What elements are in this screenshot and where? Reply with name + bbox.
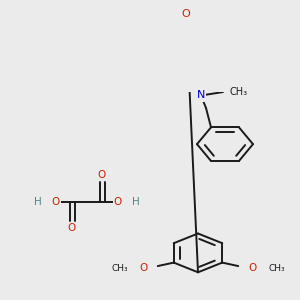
Text: N: N xyxy=(197,91,205,100)
Text: H: H xyxy=(132,196,140,207)
Text: O: O xyxy=(248,263,256,273)
Text: O: O xyxy=(52,196,60,207)
Text: CH₃: CH₃ xyxy=(268,264,285,273)
Text: H: H xyxy=(34,196,42,207)
Text: O: O xyxy=(114,196,122,207)
Text: O: O xyxy=(182,9,190,19)
Text: O: O xyxy=(140,263,148,273)
Text: CH₃: CH₃ xyxy=(111,264,128,273)
Text: CH₃: CH₃ xyxy=(230,87,248,97)
Text: O: O xyxy=(68,223,76,233)
Text: O: O xyxy=(98,170,106,180)
